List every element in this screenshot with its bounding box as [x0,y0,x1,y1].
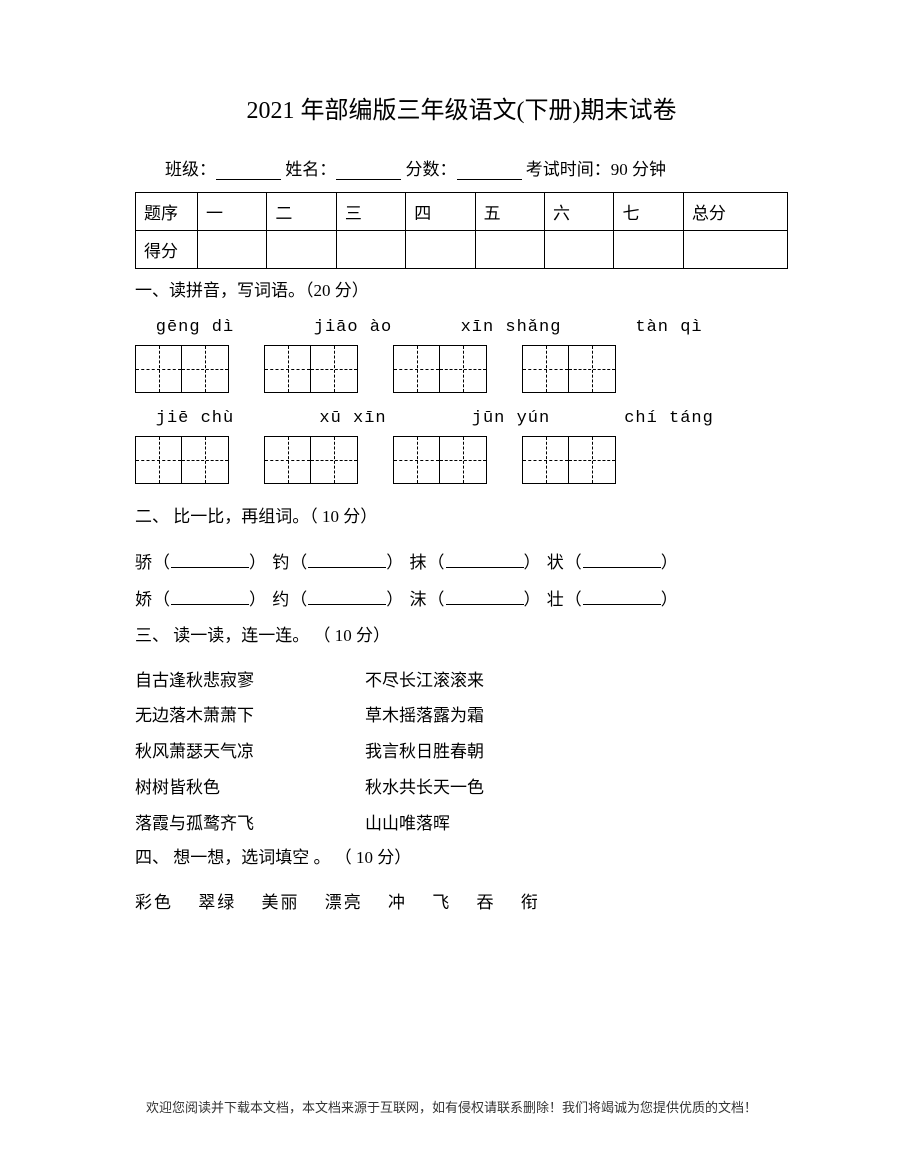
fill-blank[interactable] [308,550,386,568]
score-cell[interactable] [406,231,475,269]
pinyin-text: jūn yún [456,409,566,428]
char-box-group[interactable] [522,436,616,484]
pinyin-text: jiāo ào [298,318,408,337]
match-right: 山山唯落晖 [365,806,788,842]
score-blank[interactable] [457,160,522,180]
fill-blank[interactable] [446,550,524,568]
match-right: 草木摇落露为霜 [365,698,788,734]
pinyin-row: gēng dì jiāo ào xīn shǎng tàn qì [135,318,788,337]
section-1-heading: 一、读拼音，写词语。（20 分） [135,274,788,308]
char-box-group[interactable] [264,436,358,484]
match-right: 不尽长江滚滚来 [365,663,788,699]
fill-blank[interactable] [583,587,661,605]
header-cell: 题序 [136,193,198,231]
fill-blank[interactable] [171,550,249,568]
student-info-line: 班级： 姓名： 分数： 考试时间：90 分钟 [135,155,788,180]
header-cell: 七 [614,193,683,231]
match-right: 我言秋日胜春朝 [365,734,788,770]
match-left: 秋风萧瑟天气凉 [135,734,365,770]
match-row: 自古逢秋悲寂寥 不尽长江滚滚来 [135,663,788,699]
pinyin-text: jiē chù [140,409,250,428]
header-cell: 六 [545,193,614,231]
score-cell[interactable] [475,231,544,269]
header-cell: 五 [475,193,544,231]
fill-blank[interactable] [583,550,661,568]
score-cell[interactable] [336,231,405,269]
table-row: 题序 一 二 三 四 五 六 七 总分 [136,193,788,231]
match-left: 无边落木萧萧下 [135,698,365,734]
char-box-group[interactable] [393,345,487,393]
char-boxes-row [135,345,788,393]
match-right: 秋水共长天一色 [365,770,788,806]
char-box-group[interactable] [264,345,358,393]
section-3-heading: 三、 读一读，连一连。 （ 10 分） [135,619,788,653]
header-cell: 总分 [683,193,787,231]
footer-text: 欢迎您阅读并下载本文档，本文档来源于互联网，如有侵权请联系删除！我们将竭诚为您提… [0,1097,903,1116]
table-row: 得分 [136,231,788,269]
fill-blank[interactable] [308,587,386,605]
header-cell: 四 [406,193,475,231]
header-cell: 二 [267,193,336,231]
section-2-heading: 二、 比一比，再组词。（ 10 分） [135,500,788,534]
class-label: 班级： [165,160,216,179]
name-blank[interactable] [336,160,401,180]
pinyin-text: tàn qì [614,318,724,337]
match-row: 秋风萧瑟天气凉 我言秋日胜春朝 [135,734,788,770]
char-box-group[interactable] [522,345,616,393]
score-cell[interactable] [198,231,267,269]
score-cell[interactable] [267,231,336,269]
header-cell: 一 [198,193,267,231]
section-4-heading: 四、 想一想，选词填空 。 （ 10 分） [135,841,788,875]
pinyin-text: xīn shǎng [456,318,566,337]
word-bank: 彩色 翠绿 美丽 漂亮 冲 飞 吞 衔 [135,885,788,921]
match-row: 落霞与孤鹜齐飞 山山唯落晖 [135,806,788,842]
name-label: 姓名： [285,160,336,179]
pinyin-row: jiē chù xū xīn jūn yún chí táng [135,409,788,428]
match-row: 树树皆秋色 秋水共长天一色 [135,770,788,806]
pinyin-text: chí táng [614,409,724,428]
score-label-cell: 得分 [136,231,198,269]
match-left: 树树皆秋色 [135,770,365,806]
match-row: 无边落木萧萧下 草木摇落露为霜 [135,698,788,734]
char-box-group[interactable] [135,345,229,393]
exam-title: 2021 年部编版三年级语文(下册)期末试卷 [135,90,788,125]
char-box-group[interactable] [393,436,487,484]
score-cell[interactable] [683,231,787,269]
compare-line-1: 骄（） 钓（） 抹（） 状（） [135,544,788,581]
char-box-group[interactable] [135,436,229,484]
score-cell[interactable] [545,231,614,269]
fill-blank[interactable] [171,587,249,605]
fill-blank[interactable] [446,587,524,605]
score-cell[interactable] [614,231,683,269]
score-label: 分数： [406,160,457,179]
score-table: 题序 一 二 三 四 五 六 七 总分 得分 [135,192,788,269]
char-boxes-row [135,436,788,484]
compare-line-2: 娇（） 约（） 沫（） 壮（） [135,581,788,618]
pinyin-text: gēng dì [140,318,250,337]
match-left: 自古逢秋悲寂寥 [135,663,365,699]
pinyin-text: xū xīn [298,409,408,428]
class-blank[interactable] [216,160,281,180]
match-left: 落霞与孤鹜齐飞 [135,806,365,842]
header-cell: 三 [336,193,405,231]
time-label: 考试时间：90 分钟 [526,160,666,179]
